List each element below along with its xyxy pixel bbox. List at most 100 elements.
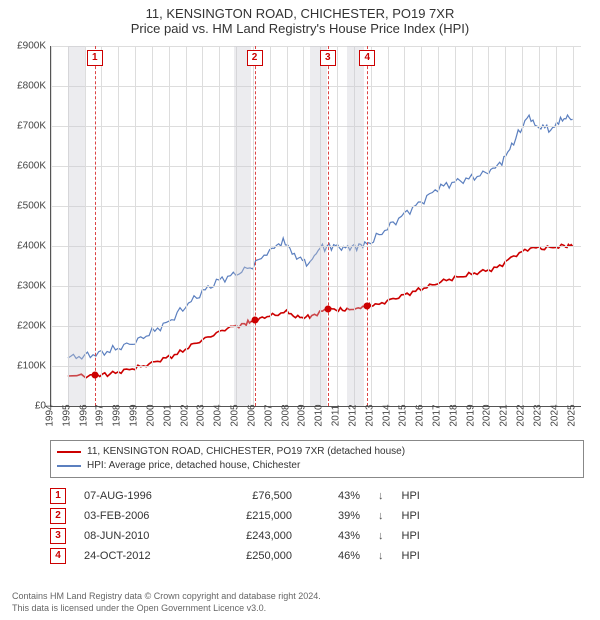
y-tick-label: £400K xyxy=(17,241,46,252)
plot-region: 1 2 3 4 xyxy=(50,46,581,407)
x-tick-label: 2009 xyxy=(297,404,308,426)
sales-price: £215,000 xyxy=(212,510,292,522)
event-marker-4: 4 xyxy=(359,50,375,66)
footnote-line-2: This data is licensed under the Open Gov… xyxy=(12,602,588,614)
x-tick-label: 2010 xyxy=(314,404,325,426)
sales-pct: 39% xyxy=(310,510,360,522)
sales-row: 4 24-OCT-2012 £250,000 46% ↓ HPI xyxy=(50,546,420,566)
sales-price: £243,000 xyxy=(212,530,292,542)
x-tick-label: 2017 xyxy=(431,404,442,426)
sales-date: 08-JUN-2010 xyxy=(84,530,194,542)
sales-pct: 43% xyxy=(310,530,360,542)
sales-price: £76,500 xyxy=(212,490,292,502)
y-tick-label: £500K xyxy=(17,201,46,212)
sales-row: 2 03-FEB-2006 £215,000 39% ↓ HPI xyxy=(50,506,420,526)
x-tick-label: 2003 xyxy=(196,404,207,426)
y-tick-label: £100K xyxy=(17,361,46,372)
title-block: 11, KENSINGTON ROAD, CHICHESTER, PO19 7X… xyxy=(0,0,600,38)
sale-dot xyxy=(251,317,258,324)
sale-dot xyxy=(324,305,331,312)
x-tick-label: 2018 xyxy=(448,404,459,426)
legend-item-property: 11, KENSINGTON ROAD, CHICHESTER, PO19 7X… xyxy=(57,445,577,459)
down-arrow-icon: ↓ xyxy=(378,530,384,542)
x-tick-label: 1995 xyxy=(61,404,72,426)
x-tick-label: 2024 xyxy=(549,404,560,426)
x-tick-label: 2025 xyxy=(566,404,577,426)
event-line xyxy=(328,46,329,406)
down-arrow-icon: ↓ xyxy=(378,490,384,502)
x-tick-label: 2008 xyxy=(280,404,291,426)
y-tick-label: £900K xyxy=(17,41,46,52)
legend-swatch-property xyxy=(57,451,81,453)
sales-pct: 46% xyxy=(310,550,360,562)
chart-area: 1234 £0£100K£200K£300K£400K£500K£600K£70… xyxy=(50,46,580,426)
x-tick-label: 2004 xyxy=(213,404,224,426)
x-tick-label: 2013 xyxy=(364,404,375,426)
sales-marker: 1 xyxy=(50,488,66,504)
x-tick-label: 2021 xyxy=(499,404,510,426)
event-line xyxy=(367,46,368,406)
x-tick-label: 2023 xyxy=(532,404,543,426)
sales-marker: 4 xyxy=(50,548,66,564)
x-tick-label: 2012 xyxy=(347,404,358,426)
legend: 11, KENSINGTON ROAD, CHICHESTER, PO19 7X… xyxy=(50,440,584,478)
down-arrow-icon: ↓ xyxy=(378,550,384,562)
chart-container: 11, KENSINGTON ROAD, CHICHESTER, PO19 7X… xyxy=(0,0,600,620)
sales-hpi-label: HPI xyxy=(402,490,420,502)
sales-hpi-label: HPI xyxy=(402,530,420,542)
sales-marker: 3 xyxy=(50,528,66,544)
sales-price: £250,000 xyxy=(212,550,292,562)
shaded-band xyxy=(234,46,251,406)
x-tick-label: 2016 xyxy=(415,404,426,426)
sales-row: 3 08-JUN-2010 £243,000 43% ↓ HPI xyxy=(50,526,420,546)
x-tick-label: 2001 xyxy=(162,404,173,426)
y-tick-label: £300K xyxy=(17,281,46,292)
event-marker-2: 2 xyxy=(247,50,263,66)
event-marker-1: 1 xyxy=(87,50,103,66)
sales-pct: 43% xyxy=(310,490,360,502)
sale-dot xyxy=(91,372,98,379)
sales-row: 1 07-AUG-1996 £76,500 43% ↓ HPI xyxy=(50,486,420,506)
sales-hpi-label: HPI xyxy=(402,510,420,522)
event-marker-3: 3 xyxy=(320,50,336,66)
shaded-band xyxy=(310,46,327,406)
sales-marker: 2 xyxy=(50,508,66,524)
down-arrow-icon: ↓ xyxy=(378,510,384,522)
x-tick-label: 2020 xyxy=(482,404,493,426)
legend-swatch-hpi xyxy=(57,465,81,467)
x-tick-label: 2011 xyxy=(331,405,342,427)
shaded-band xyxy=(68,46,85,406)
title-line-1: 11, KENSINGTON ROAD, CHICHESTER, PO19 7X… xyxy=(0,6,600,21)
sales-date: 03-FEB-2006 xyxy=(84,510,194,522)
y-tick-label: £700K xyxy=(17,121,46,132)
x-tick-label: 1997 xyxy=(95,404,106,426)
y-tick-label: £200K xyxy=(17,321,46,332)
sales-hpi-label: HPI xyxy=(402,550,420,562)
legend-item-hpi: HPI: Average price, detached house, Chic… xyxy=(57,459,577,473)
event-line xyxy=(95,46,96,406)
title-line-2: Price paid vs. HM Land Registry's House … xyxy=(0,21,600,36)
x-tick-label: 1999 xyxy=(129,404,140,426)
x-tick-label: 1996 xyxy=(78,404,89,426)
sales-table: 1 07-AUG-1996 £76,500 43% ↓ HPI 2 03-FEB-2006 £2… xyxy=(50,486,420,566)
y-tick-label: £600K xyxy=(17,161,46,172)
sale-dot xyxy=(364,303,371,310)
x-tick-label: 2006 xyxy=(246,404,257,426)
x-tick-label: 1994 xyxy=(45,404,56,426)
y-tick-label: £800K xyxy=(17,81,46,92)
footnote-line-1: Contains HM Land Registry data © Crown c… xyxy=(12,590,588,602)
x-tick-label: 2000 xyxy=(145,404,156,426)
x-tick-label: 2015 xyxy=(398,404,409,426)
sales-date: 07-AUG-1996 xyxy=(84,490,194,502)
x-tick-label: 2019 xyxy=(465,404,476,426)
x-tick-label: 2007 xyxy=(263,404,274,426)
footnote: Contains HM Land Registry data © Crown c… xyxy=(12,590,588,614)
legend-label-property: 11, KENSINGTON ROAD, CHICHESTER, PO19 7X… xyxy=(87,445,405,459)
sales-date: 24-OCT-2012 xyxy=(84,550,194,562)
x-tick-label: 1998 xyxy=(112,404,123,426)
event-line xyxy=(255,46,256,406)
x-tick-label: 2014 xyxy=(381,404,392,426)
x-tick-label: 2005 xyxy=(230,404,241,426)
x-tick-label: 2022 xyxy=(516,404,527,426)
shaded-band xyxy=(347,46,364,406)
